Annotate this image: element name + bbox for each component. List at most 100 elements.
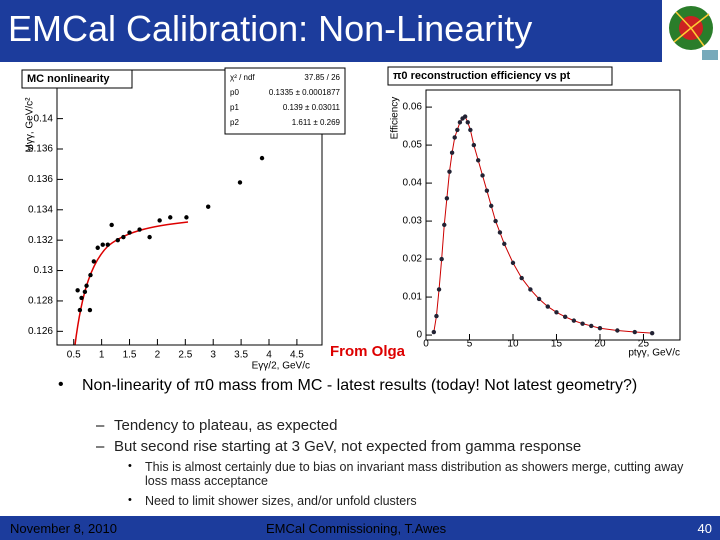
data-point	[205, 204, 211, 209]
y-axis-label: Efficiency	[390, 97, 401, 140]
data-point	[109, 222, 114, 228]
x-axis-label: Eγγ/2, GeV/c	[252, 361, 310, 372]
plot-frame	[425, 89, 681, 341]
bullet-marker: •	[58, 376, 64, 393]
data-point	[589, 323, 594, 329]
data-point	[502, 241, 507, 247]
data-point	[632, 329, 637, 335]
data-point	[75, 288, 80, 293]
data-point	[497, 230, 503, 235]
bullet-marker: –	[96, 438, 105, 455]
y-tick-label: 0.03	[403, 216, 423, 227]
y-tick-label: 0.06	[403, 102, 423, 113]
y-tick-label: 0.132	[28, 235, 53, 246]
data-point	[457, 120, 463, 125]
data-point	[147, 234, 152, 240]
data-point	[580, 321, 585, 326]
data-point	[168, 215, 173, 220]
x-tick-label: 25	[638, 339, 650, 350]
data-point	[82, 289, 88, 295]
data-point	[536, 296, 542, 302]
data-point	[434, 313, 439, 319]
page-number: 40	[697, 521, 712, 536]
stats-label: p0	[230, 88, 239, 97]
y-tick-label: 0	[416, 330, 422, 341]
bullet-marker: –	[96, 417, 105, 434]
data-point	[100, 242, 105, 247]
stats-box	[224, 67, 346, 135]
slide-title: EMCal Calibration: Non-Linearity	[8, 8, 533, 49]
footer: November 8, 2010 EMCal Commissioning, T.…	[0, 516, 720, 540]
series-line	[433, 115, 653, 334]
x-tick-label: 5	[467, 339, 473, 350]
bullet: Tendency to plateau, as expected	[114, 417, 338, 434]
x-tick-label: 3	[210, 350, 216, 361]
data-point	[127, 230, 132, 235]
data-point	[615, 328, 620, 333]
data-point	[465, 120, 470, 125]
data-point	[436, 287, 442, 292]
data-point	[259, 155, 265, 161]
bullet: This is almost certainly due to bias on …	[145, 460, 684, 488]
charts: 0.126 0.128 0.13 0.132 0.134 0.136 0.136 0.14 0.…	[21, 66, 681, 372]
data-point	[95, 245, 100, 250]
data-point	[442, 222, 447, 228]
data-point	[91, 259, 97, 264]
y-tick-label: 0.14	[34, 113, 54, 124]
data-point	[493, 218, 498, 224]
data-point	[597, 326, 603, 331]
data-point	[452, 135, 457, 140]
stats-value: 37.85 / 26	[304, 73, 340, 82]
data-point	[79, 295, 84, 301]
footer-event: EMCal Commissioning, T.Awes	[266, 521, 447, 536]
x-tick-label: 0.5	[67, 350, 81, 361]
footer-date: November 8, 2010	[10, 521, 117, 536]
fit-curve	[74, 221, 189, 346]
y-axis-label: Mγγ, GeV/c²	[25, 97, 36, 153]
x-tick-label: 15	[551, 339, 563, 350]
stats-value: 0.139 ± 0.03011	[283, 103, 341, 112]
y-tick-label: 0.136	[28, 144, 53, 155]
x-tick-label: 2	[155, 350, 161, 361]
data-point	[649, 330, 655, 336]
bullet: Need to limit shower sizes, and/or unfol…	[145, 494, 417, 508]
x-tick-label: 10	[507, 339, 519, 350]
y-tick-label: 0.05	[403, 140, 423, 151]
logo	[664, 2, 718, 60]
data-point	[510, 260, 516, 266]
x-tick-label: 4.5	[290, 350, 304, 361]
data-point	[554, 310, 559, 315]
data-point	[77, 307, 83, 313]
data-point	[121, 234, 126, 240]
stats-value: 0.1335 ± 0.0001877	[269, 88, 341, 97]
x-tick-label: 20	[594, 339, 606, 350]
data-point	[545, 304, 550, 309]
data-point	[431, 329, 437, 335]
y-tick-label: 0.04	[403, 178, 423, 189]
source-note: From Olga	[330, 343, 406, 360]
y-tick-label: 0.126	[28, 326, 53, 337]
stats-label: p2	[230, 118, 239, 127]
bullet-marker: •	[128, 494, 132, 506]
x-axis-label: ptγγ, GeV/c	[628, 348, 680, 359]
data-point	[562, 314, 568, 320]
data-point	[449, 150, 455, 155]
data-point	[115, 237, 121, 243]
data-point	[84, 283, 89, 288]
chart-title: MC nonlinearity	[27, 73, 110, 85]
data-point	[571, 318, 577, 323]
y-tick-label: 0.13	[34, 265, 54, 276]
y-tick-label: 0.01	[403, 292, 423, 303]
x-tick-label: 0	[423, 339, 429, 350]
stats-value: 1.611 ± 0.269	[292, 118, 341, 127]
stats-label: p1	[230, 103, 239, 112]
x-tick-label: 3.5	[234, 350, 248, 361]
data-point	[519, 275, 524, 281]
x-tick-label: 1	[99, 350, 105, 361]
data-point	[439, 256, 444, 262]
title-bar: EMCal Calibration: Non-Linearity	[0, 0, 662, 62]
data-point	[447, 169, 452, 174]
x-tick-label: 4	[266, 350, 272, 361]
data-point	[480, 173, 485, 178]
data-point	[475, 158, 481, 163]
